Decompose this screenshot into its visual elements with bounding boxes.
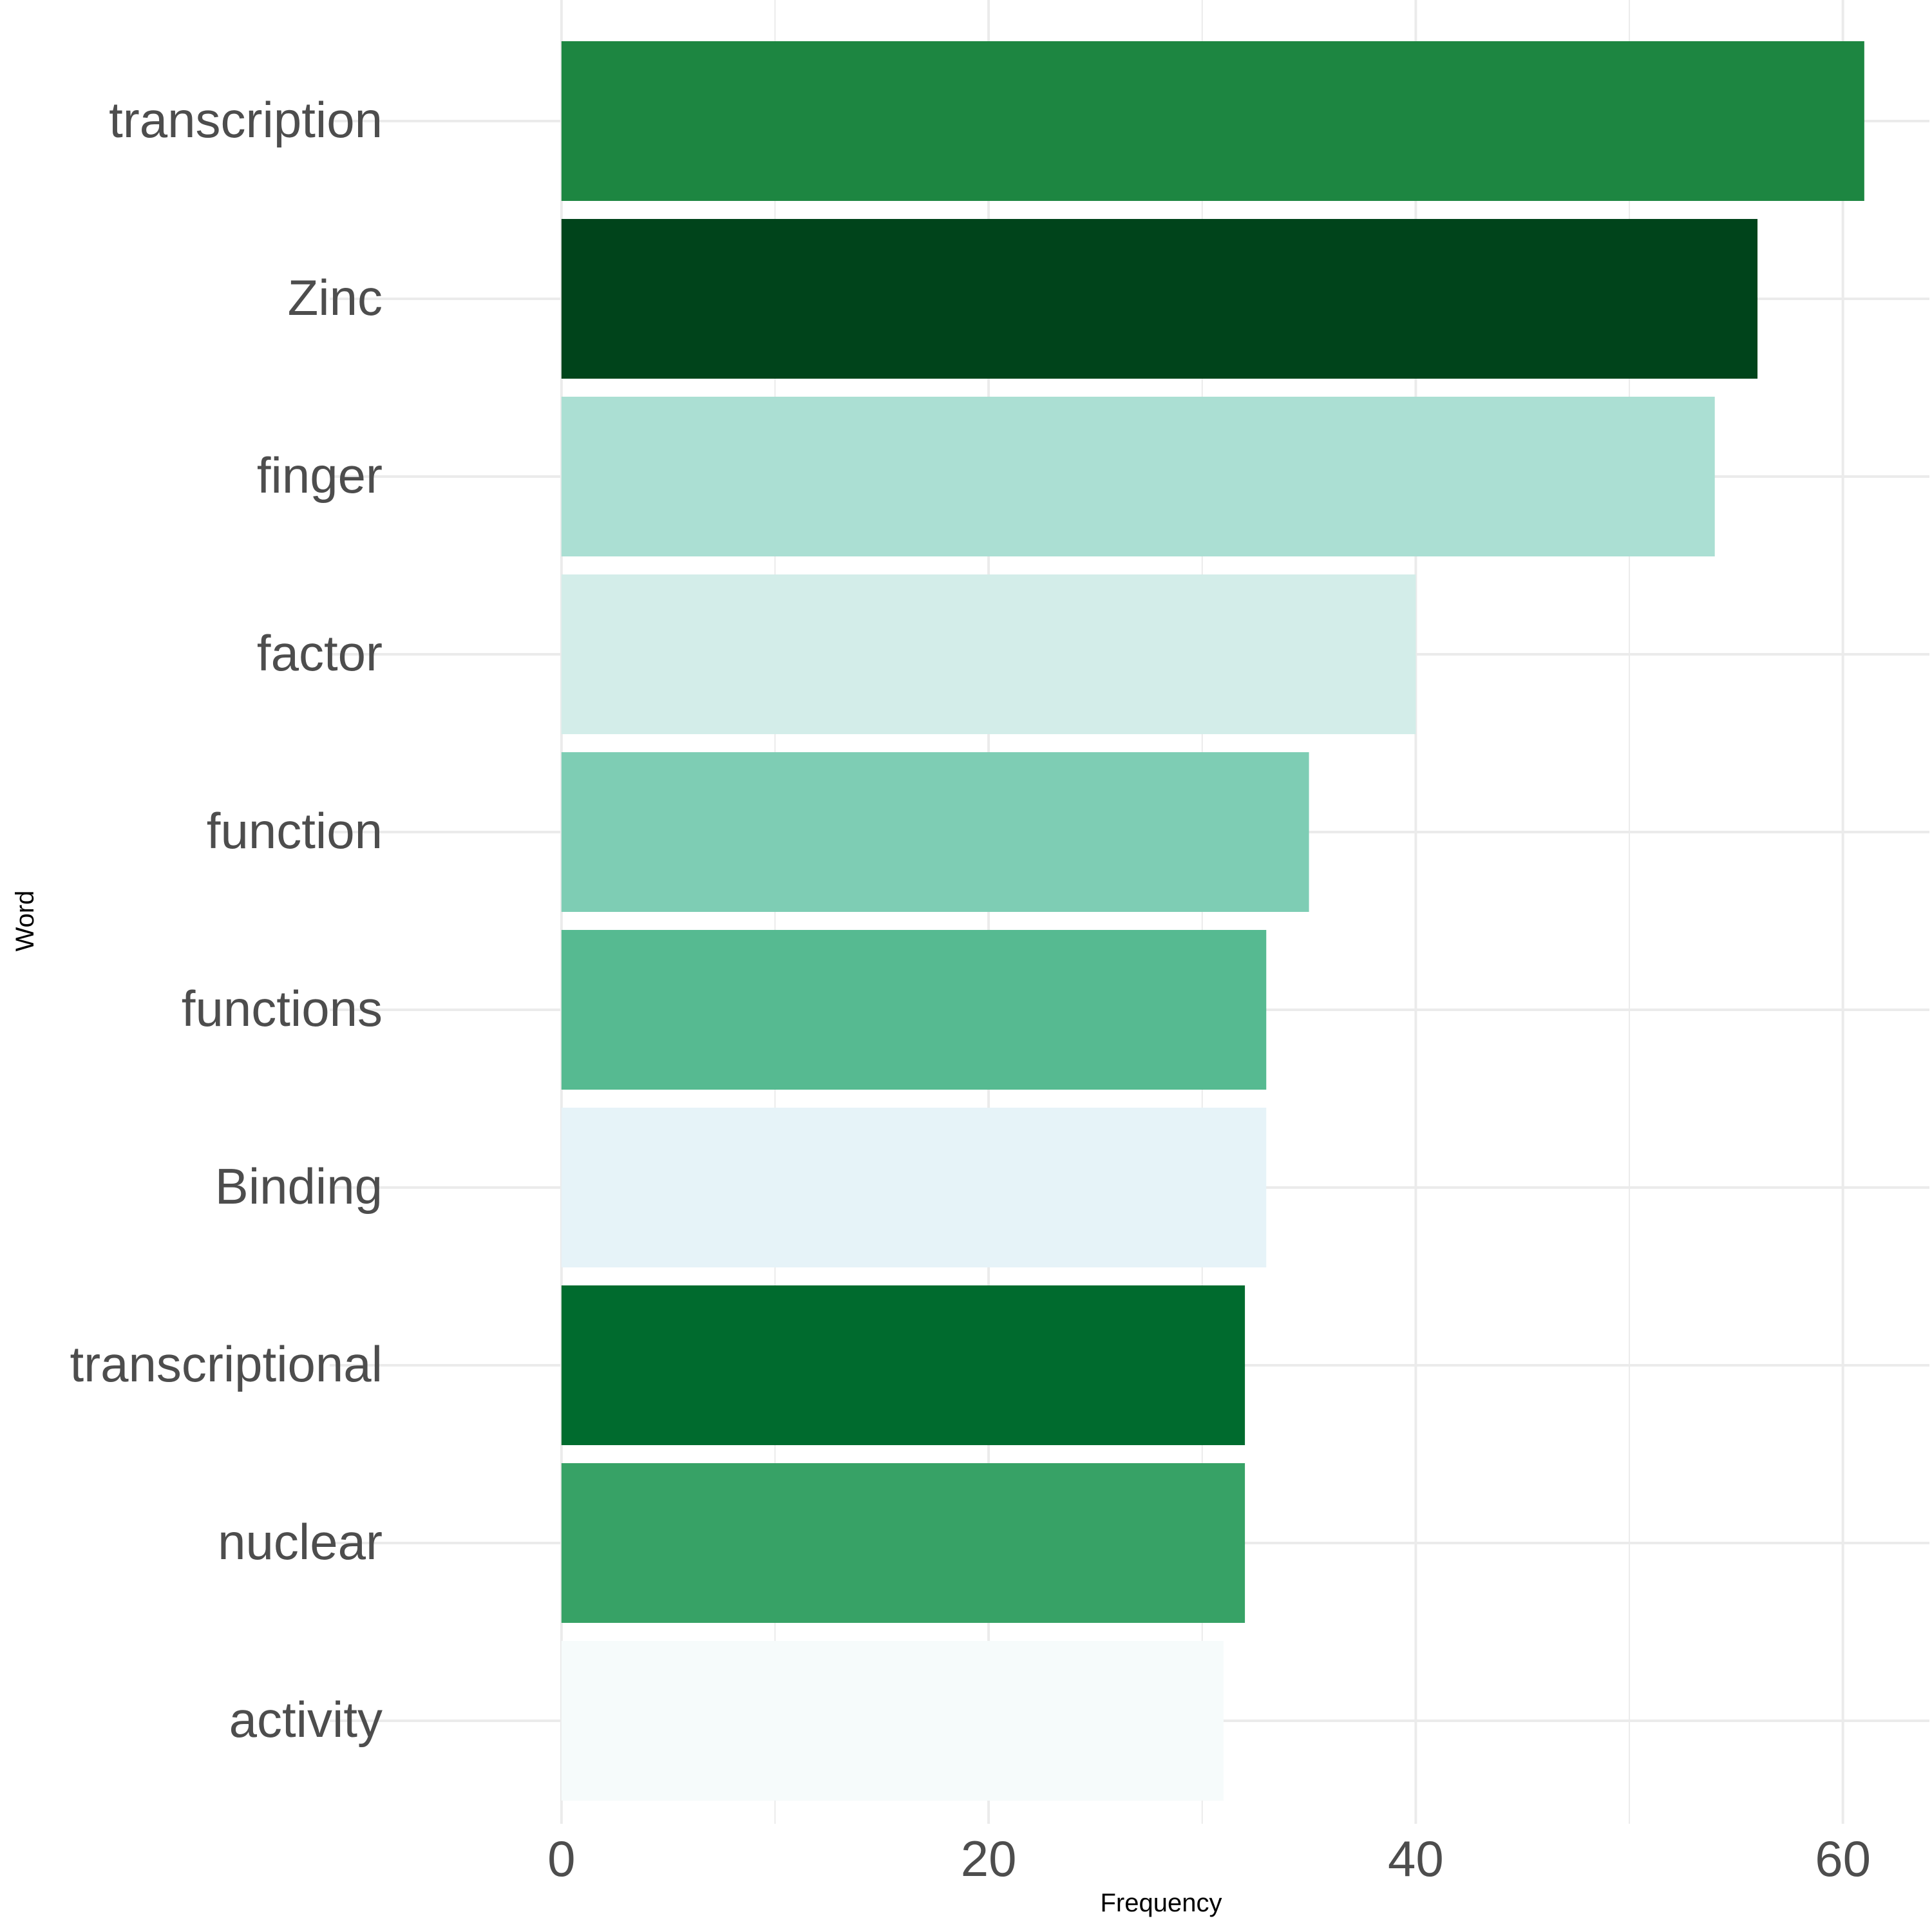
y-tick-label: activity bbox=[229, 1691, 383, 1748]
bar-factor bbox=[561, 574, 1416, 734]
bar-functions bbox=[561, 930, 1267, 1090]
bar-finger bbox=[561, 397, 1715, 556]
y-tick-label: Binding bbox=[215, 1158, 383, 1215]
y-tick-label: functions bbox=[182, 980, 383, 1037]
bar-transcription bbox=[561, 41, 1864, 201]
y-axis-tick-labels: transcription Zinc finger factor function fun… bbox=[70, 91, 383, 1748]
y-tick-label: factor bbox=[257, 625, 383, 681]
bar-activity bbox=[561, 1641, 1224, 1801]
bar-binding bbox=[561, 1108, 1267, 1267]
bar-nuclear bbox=[561, 1463, 1245, 1623]
bars bbox=[561, 41, 1864, 1801]
x-tick-label: 40 bbox=[1388, 1830, 1444, 1887]
y-axis-title: Word bbox=[11, 891, 39, 952]
bar-function bbox=[561, 752, 1309, 912]
y-tick-label: nuclear bbox=[218, 1513, 383, 1570]
x-tick-label: 0 bbox=[547, 1830, 575, 1887]
x-axis-title: Frequency bbox=[1101, 1889, 1222, 1917]
x-tick-label: 60 bbox=[1815, 1830, 1871, 1887]
y-tick-label: transcriptional bbox=[70, 1336, 383, 1392]
x-axis-tick-labels: 0 20 40 60 bbox=[547, 1830, 1871, 1887]
y-tick-label: transcription bbox=[109, 91, 383, 148]
x-tick-label: 20 bbox=[961, 1830, 1017, 1887]
y-tick-label: finger bbox=[257, 447, 383, 504]
bar-zinc bbox=[561, 219, 1758, 379]
bar-transcriptional bbox=[561, 1285, 1245, 1445]
y-tick-label: Zinc bbox=[288, 269, 383, 326]
y-tick-label: function bbox=[207, 802, 383, 859]
